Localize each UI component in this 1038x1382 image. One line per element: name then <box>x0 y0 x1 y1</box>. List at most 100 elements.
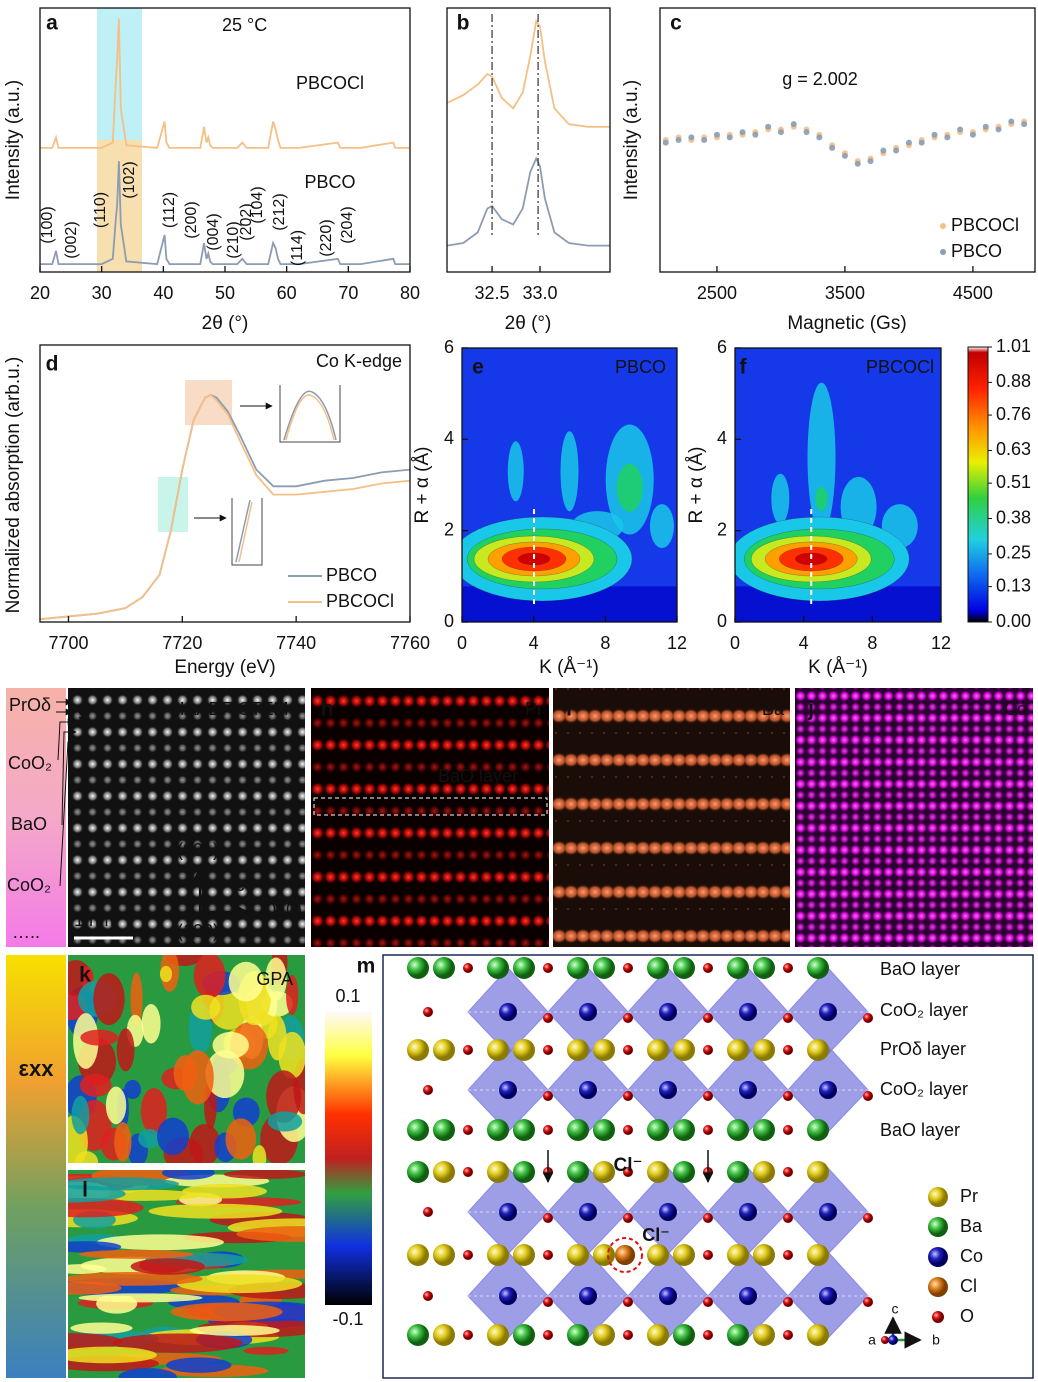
data-point <box>918 139 925 146</box>
y-tick-label: 0 <box>444 611 454 631</box>
atom <box>888 1335 898 1345</box>
strain-feature <box>93 973 125 1026</box>
panel-letter: f <box>740 356 748 379</box>
peak-label: (202) <box>238 203 255 240</box>
x-tick-label: 8 <box>867 633 877 653</box>
layer-pointer <box>61 728 77 826</box>
atom <box>673 1244 695 1266</box>
atom <box>487 1039 509 1061</box>
data-line <box>447 156 610 247</box>
panel-letter: b <box>457 12 470 35</box>
peak-label: (110) <box>92 192 109 228</box>
annotation: 25 °C <box>222 15 267 35</box>
y-axis-title: R + α (Å) <box>412 447 433 524</box>
x-tick-label: 30 <box>92 283 112 303</box>
atom <box>433 1039 455 1061</box>
atom <box>593 1324 615 1346</box>
atom <box>593 1119 615 1141</box>
y-axis-title: Intensity (a.u.) <box>621 80 642 200</box>
plot-frame <box>461 347 678 623</box>
peak-label: (004) <box>205 213 222 250</box>
element-label: Ba <box>762 699 785 719</box>
direction-label: (001) <box>177 840 219 860</box>
atom <box>928 1277 948 1297</box>
strain-feature <box>96 1234 224 1251</box>
panel-letter: i <box>566 698 572 721</box>
colorbar-label: 0.76 <box>996 404 1031 424</box>
x-tick-label: 3500 <box>825 283 865 303</box>
layer-label: ….. <box>12 922 40 942</box>
atom <box>487 1244 509 1266</box>
data-point <box>803 129 810 136</box>
atom <box>753 1324 775 1346</box>
atom <box>703 1330 713 1340</box>
atom <box>407 1161 429 1183</box>
layer-label: CoO₂ layer <box>880 1079 968 1099</box>
data-point <box>1008 118 1015 125</box>
atom <box>783 1045 793 1055</box>
micrograph <box>795 688 1033 947</box>
atom <box>433 1119 455 1141</box>
atom <box>463 1330 473 1340</box>
data-point <box>969 131 976 138</box>
atom <box>567 1324 589 1346</box>
strain-feature <box>130 1258 205 1275</box>
legend-marker <box>940 223 946 229</box>
atom <box>593 1161 615 1183</box>
atom <box>623 1167 633 1177</box>
atom <box>807 1161 829 1183</box>
data-point <box>995 126 1002 133</box>
atom <box>543 1013 553 1023</box>
atom <box>623 1297 633 1307</box>
atom <box>783 963 793 973</box>
x-tick-label: 0 <box>457 633 467 653</box>
data-line <box>40 18 410 149</box>
atom <box>513 1039 535 1061</box>
data-point <box>713 131 720 138</box>
atom <box>543 1213 553 1223</box>
highlight <box>185 380 232 425</box>
x-tick-label: 12 <box>931 633 951 653</box>
atom <box>487 1119 509 1141</box>
strain-feature <box>68 1333 123 1351</box>
atom <box>463 1250 473 1260</box>
atom <box>928 1187 948 1207</box>
peak-label: (220) <box>318 219 335 256</box>
atom <box>433 1244 455 1266</box>
atom <box>753 1039 775 1061</box>
strain-feature <box>236 1226 305 1242</box>
strain-feature <box>189 1325 280 1336</box>
atom <box>703 1045 713 1055</box>
atom <box>543 1250 553 1260</box>
atom <box>463 1125 473 1135</box>
x-tick-label: 7700 <box>48 633 88 653</box>
x-tick-label: 2500 <box>697 283 737 303</box>
atom <box>567 1161 589 1183</box>
layer-label: BaO <box>11 814 47 834</box>
data-point <box>880 147 887 154</box>
x-tick-label: 7760 <box>390 633 430 653</box>
atom <box>647 1324 669 1346</box>
strain-feature <box>71 1095 90 1135</box>
strain-feature <box>68 1264 107 1274</box>
highlight-box <box>313 797 548 816</box>
atom <box>753 957 775 979</box>
map-lobe <box>560 431 579 512</box>
strain-feature <box>105 1086 127 1125</box>
wavelet-map <box>462 348 677 622</box>
layer-label: CoO₂ <box>7 875 51 895</box>
strain-feature <box>157 1117 189 1156</box>
peak-label: (102) <box>121 161 138 198</box>
x-tick-label: 4 <box>799 633 809 653</box>
y-tick-label: 4 <box>717 428 727 448</box>
strain-feature <box>68 1241 122 1253</box>
atom <box>673 957 695 979</box>
atom <box>703 1250 713 1260</box>
panel-letter: l <box>82 1179 88 1202</box>
atom <box>928 1247 948 1267</box>
colorbar-label: 0.25 <box>996 543 1031 563</box>
strain-feature <box>176 1274 303 1294</box>
atom <box>433 1161 455 1183</box>
atom <box>513 1161 535 1183</box>
x-tick-label: 60 <box>277 283 297 303</box>
